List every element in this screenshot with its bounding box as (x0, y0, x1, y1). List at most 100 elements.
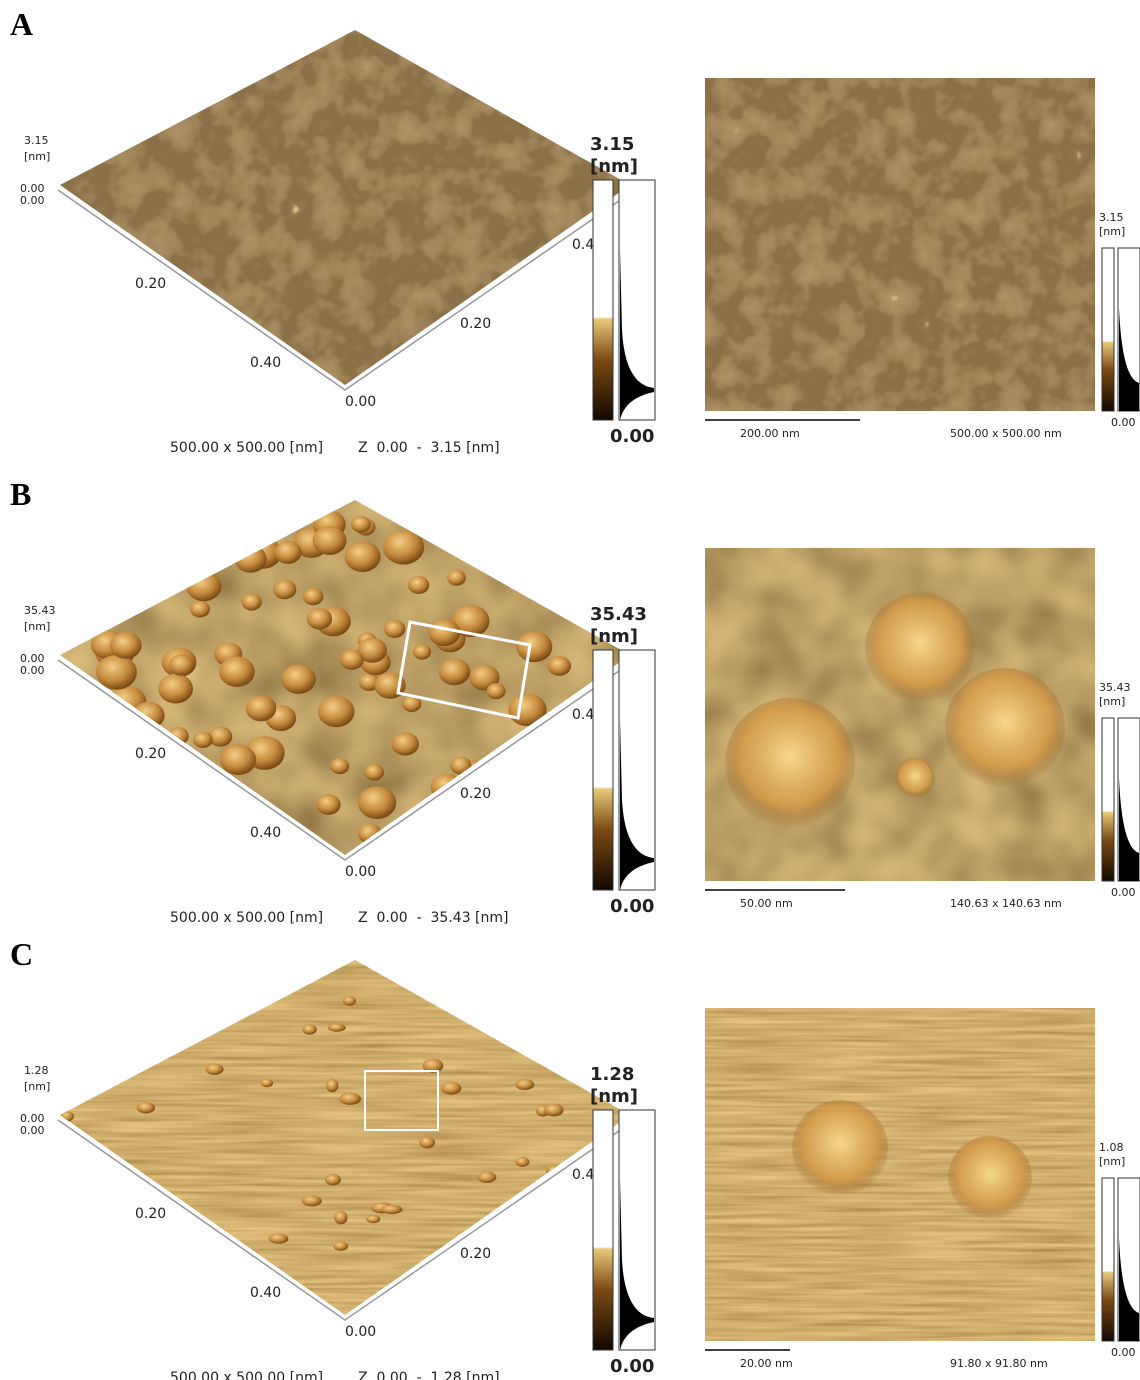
particle (301, 1195, 322, 1207)
z-unit-label: [nm] (24, 620, 50, 633)
particle (402, 695, 422, 713)
surface-3d (60, 30, 630, 385)
particle (219, 656, 255, 687)
colorbar (1101, 717, 1115, 882)
z-max-label: 3.15 (24, 134, 49, 147)
particle (327, 1023, 346, 1032)
caption-z: Z 0.00 - 3.15 [nm] (358, 440, 500, 456)
particle (725, 698, 855, 828)
histogram (1119, 308, 1139, 411)
particle (317, 696, 355, 728)
particle (274, 540, 302, 564)
particle (136, 1101, 156, 1114)
colorbar (592, 179, 614, 421)
image-size: 91.80 x 91.80 nm (950, 1357, 1048, 1370)
z-min-label: 0.00 (20, 182, 45, 195)
particle (334, 1210, 348, 1225)
particle (186, 571, 222, 602)
panel-label: C (10, 936, 33, 972)
particle (158, 673, 194, 704)
z-min-label: 0.00 (20, 1112, 45, 1125)
z-min-label: 0.00 (20, 652, 45, 665)
particle (339, 1092, 362, 1105)
particle (316, 794, 341, 815)
z-unit-label: [nm] (24, 150, 50, 163)
particle (344, 541, 381, 573)
axis-tick-label: 0.20 (135, 746, 166, 762)
particle (189, 600, 210, 618)
axis-tick-label: 0.20 (460, 786, 491, 802)
particle (342, 995, 357, 1006)
particle (515, 1156, 530, 1167)
colorbar (1101, 247, 1115, 412)
caption-size: 500.00 x 500.00 [nm] (170, 910, 323, 926)
surface-texture (60, 960, 630, 1315)
particle (108, 685, 147, 719)
particle (451, 604, 490, 638)
colorbar-unit: [nm] (1099, 225, 1125, 238)
z-unit-label: [nm] (24, 1080, 50, 1093)
colorbar-max: 35.43 (590, 604, 647, 625)
particle (312, 526, 347, 556)
particle (447, 569, 466, 586)
particle (333, 1241, 349, 1251)
particle (865, 593, 975, 703)
particle (260, 1078, 274, 1088)
particle (527, 721, 556, 746)
scale-bar-label: 20.00 nm (740, 1357, 793, 1370)
particle (945, 668, 1065, 788)
particle (547, 656, 571, 676)
colorbar-unit: [nm] (590, 1086, 638, 1107)
axis-tick-label: 0.20 (460, 1246, 491, 1262)
histogram (620, 1180, 654, 1350)
axis-tick-label: 0.20 (135, 1206, 166, 1222)
image-texture (705, 78, 1095, 411)
image-2d (705, 1008, 1095, 1341)
colorbar-unit: [nm] (1099, 695, 1125, 708)
selection-box (396, 620, 532, 720)
particle (450, 756, 472, 775)
particle (324, 1173, 341, 1186)
colorbar-min: 0.00 (1111, 416, 1136, 429)
axis-tick-label: 0.00 (345, 394, 376, 410)
particle (330, 757, 350, 775)
panel-label: B (10, 476, 31, 512)
histogram (620, 250, 654, 420)
particle (407, 575, 430, 595)
image-size: 140.63 x 140.63 nm (950, 897, 1062, 910)
particle (351, 515, 371, 533)
axis-line (57, 189, 633, 391)
particle (193, 731, 213, 749)
axis-line (57, 659, 633, 861)
image-size: 500.00 x 500.00 nm (950, 427, 1062, 440)
particle (220, 744, 257, 776)
particle (419, 1136, 435, 1149)
axis-tick-label: 0.00 (345, 864, 376, 880)
caption-size: 500.00 x 500.00 [nm] (170, 440, 323, 456)
colorbar-min: 0.00 (1111, 886, 1136, 899)
particle (281, 664, 316, 694)
selection-box (364, 1070, 439, 1131)
colorbar-min: 0.00 (610, 1356, 654, 1377)
particle (273, 579, 297, 600)
particle (382, 529, 425, 565)
axis-tick-label: 0.20 (135, 276, 166, 292)
particle (366, 1215, 381, 1224)
particle (245, 695, 277, 722)
axis-tick-label: 0.40 (250, 355, 281, 371)
particle (168, 654, 195, 676)
histogram (620, 720, 654, 890)
particle (545, 1165, 563, 1176)
particle (167, 727, 189, 746)
particle (948, 1136, 1032, 1220)
caption-size: 500.00 x 500.00 [nm] (170, 1370, 323, 1380)
particle (508, 693, 547, 727)
particle (440, 1081, 462, 1095)
particle (430, 773, 463, 801)
colorbar (592, 1109, 614, 1351)
particle (391, 732, 420, 756)
colorbar-min: 0.00 (610, 426, 654, 447)
colorbar-max: 3.15 (1099, 211, 1124, 224)
particle (412, 644, 432, 660)
particle (205, 1063, 224, 1075)
